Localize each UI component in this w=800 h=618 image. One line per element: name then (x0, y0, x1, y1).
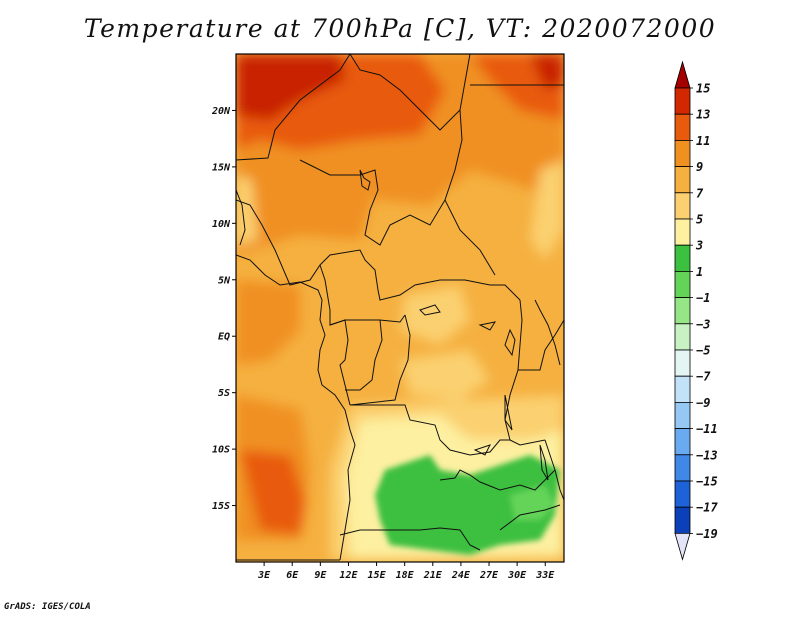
colorbar-box (674, 480, 691, 508)
colorbar-box (674, 375, 691, 403)
colorbar-box (674, 192, 691, 220)
field-region-9-11-gulf (236, 280, 300, 365)
border-congo-drc (345, 319, 383, 391)
field-region-5-7-drc (400, 350, 490, 400)
colorbar-box (674, 113, 691, 141)
x-tick-label: 15E (368, 570, 387, 581)
colorbar-box (674, 454, 691, 482)
x-tick-label: 24E (451, 570, 471, 581)
border-zambia-zimbabwe (439, 469, 556, 491)
x-axis: 3E 6E 9E 12E 15E 18E 21E 24E 27E 30E 33E (257, 562, 555, 581)
colorbar-label: −1 (696, 291, 710, 305)
grads-credit: GrADS: IGES/COLA (4, 602, 91, 612)
colorbar-box (674, 139, 691, 167)
border-uganda-tanzania (504, 299, 546, 446)
x-tick-label: 33E (535, 570, 555, 581)
x-tick-label: 27E (479, 570, 499, 581)
x-tick-label: 30E (507, 570, 527, 581)
x-tick-label: 3E (257, 570, 271, 581)
border-kenya (518, 319, 564, 371)
lake-small (478, 321, 497, 331)
colorbar-box (674, 506, 691, 534)
colorbar-label: −7 (696, 370, 711, 384)
lake-mweru (473, 444, 491, 456)
x-tick-label: 21E (423, 570, 443, 581)
coastline-east (534, 299, 561, 366)
y-axis: 20N 15N 10N 5N EQ 5S 10S 15S (211, 106, 236, 512)
colorbar-label: −11 (696, 422, 718, 436)
border-angola-drc-zambia (350, 404, 510, 456)
lake-chad (359, 169, 371, 191)
y-tick-label: 20N (211, 106, 231, 117)
colorbar-box (674, 297, 691, 325)
lake-malawi (539, 444, 549, 481)
lake-tanganyika (504, 394, 513, 431)
colorbar-box (674, 244, 691, 272)
x-tick-label: 9E (314, 570, 327, 581)
country-borders (236, 54, 564, 561)
colorbar-label: 9 (696, 160, 703, 174)
field-region-minus1-1 (510, 485, 555, 520)
colorbar-label: 13 (696, 108, 710, 122)
y-tick-label: 10S (212, 445, 230, 456)
colorbar-box (674, 401, 691, 429)
y-tick-label: 5S (218, 388, 230, 399)
border-zimbabwe-mozambique (499, 504, 561, 531)
colorbar-label: 11 (696, 134, 710, 148)
colorbar-box (674, 323, 691, 351)
border-car-drc (349, 314, 411, 406)
field-region-13-15-ne (530, 54, 564, 90)
colorbar-box (674, 87, 691, 115)
y-tick-label: EQ (218, 332, 230, 343)
colorbar-label: 1 (696, 265, 703, 279)
border-west-central (236, 199, 521, 301)
colorbar-label: −19 (696, 527, 718, 541)
field-region-11-13-namibia (240, 450, 305, 535)
coastline-west (236, 254, 356, 561)
colorbar-under-triangle (674, 533, 691, 561)
border-malawi-mozambique (544, 439, 564, 501)
colorbar-label: 5 (696, 213, 703, 227)
coastline-northwest (236, 189, 246, 246)
colorbar-label: 15 (696, 82, 710, 96)
colorbar-label: 7 (696, 186, 704, 200)
y-tick-label: 15N (212, 162, 231, 173)
colorbar-box (674, 428, 691, 456)
border-niger-nigeria (299, 159, 446, 246)
x-tick-label: 12E (339, 570, 358, 581)
lake-congo (419, 304, 441, 316)
x-tick-label: 18E (396, 570, 415, 581)
colorbar-label: −9 (696, 396, 710, 410)
field-region-5-7-west (236, 175, 258, 245)
colorbar: 15 13 11 9 7 5 3 1 −1 −3 −5 −7 −9 −11 −13 −15 −17 −19 (674, 60, 718, 561)
field-region-5-7-congo (400, 285, 470, 345)
map-frame (235, 53, 565, 563)
border-namibia-botswana (339, 527, 481, 551)
y-tick-label: 15S (212, 501, 230, 512)
colorbar-box (674, 349, 691, 377)
colorbar-label: 3 (695, 239, 703, 253)
colorbar-label: −3 (696, 317, 710, 331)
colorbar-box (674, 218, 691, 246)
x-tick-label: 6E (286, 570, 299, 581)
field-region-5-7-east (530, 160, 564, 260)
y-tick-label: 5N (218, 275, 231, 286)
border-algeria-niger-libya (349, 54, 471, 131)
y-tick-label: 10N (212, 219, 231, 230)
colorbar-box (674, 270, 691, 298)
lake-victoria (504, 328, 516, 357)
border-gabon-congo (329, 319, 351, 406)
field-region-13-15 (236, 54, 345, 120)
border-mauritania-mali (236, 54, 351, 161)
colorbar-over-triangle (674, 60, 691, 89)
colorbar-label: −17 (696, 501, 718, 515)
colorbar-box (674, 166, 691, 194)
colorbar-label: −5 (696, 344, 710, 358)
chart-title: Temperature at 700hPa [C], VT: 202007200… (83, 14, 717, 43)
colorbar-label: −15 (696, 475, 718, 489)
colorbar-label: −13 (696, 448, 718, 462)
temperature-field (236, 54, 564, 562)
